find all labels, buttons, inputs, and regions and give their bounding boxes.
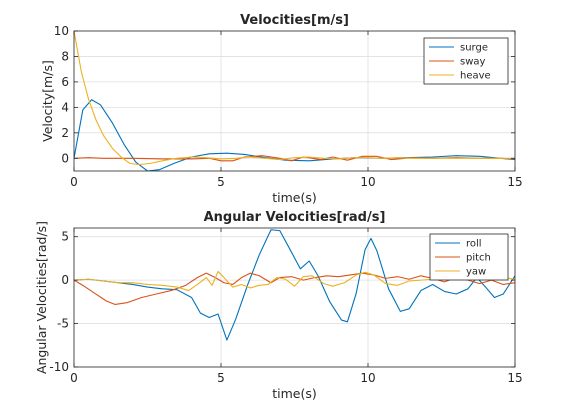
y-tick-label: 5	[61, 230, 69, 244]
y-tick-label: 0	[61, 273, 69, 287]
x-tick-label: 10	[360, 371, 375, 385]
legend-label-surge: surge	[460, 43, 488, 54]
chart-title: Velocities[m/s]	[240, 13, 349, 28]
y-tick-label: 10	[54, 24, 69, 38]
y-tick-label: 4	[61, 100, 69, 114]
series-line-surge	[74, 99, 515, 171]
axes-frame	[73, 227, 516, 368]
x-tick-label: 5	[217, 371, 225, 385]
y-tick-label: 8	[61, 49, 69, 63]
axes-frame	[73, 30, 516, 172]
chart-title: Angular Velocities[rad/s]	[204, 210, 386, 225]
y-axis-label: Velocity[m/s]	[40, 60, 55, 142]
legend-label-roll: roll	[466, 239, 482, 250]
legend-label-yaw: yaw	[466, 267, 486, 278]
legend-label-pitch: pitch	[466, 253, 491, 264]
x-tick-label: 10	[360, 175, 375, 189]
x-tick-label: 5	[217, 175, 225, 189]
legend: surge sway heave	[423, 37, 509, 85]
y-tick-label: 0	[61, 151, 69, 165]
y-tick-label: 2	[61, 126, 69, 140]
x-tick-label: 0	[70, 371, 78, 385]
x-tick-label: 0	[70, 175, 78, 189]
y-axis-label: Angular Velocities[rad/s]	[34, 221, 49, 374]
legend-label-sway: sway	[460, 57, 486, 68]
y-tick-label: -5	[57, 317, 69, 331]
x-tick-label: 15	[507, 175, 522, 189]
x-axis-label: time(s)	[272, 190, 317, 205]
y-tick-label: -10	[49, 360, 69, 374]
legend-label-heave: heave	[460, 71, 491, 82]
chart-panel-1: 0 5 10 15 0 2 4 6 8 10 Velocities[m/s] time(s) Veloc…	[40, 13, 523, 205]
y-tick-label: 6	[61, 75, 69, 89]
series-line-heave	[74, 31, 515, 166]
chart-panel-2: 0 5 10 15 -10 -5 0 5 Angular Velocities[rad/s] ti…	[34, 210, 523, 401]
legend: roll pitch yaw	[429, 233, 509, 281]
x-tick-label: 15	[507, 371, 522, 385]
x-axis-label: time(s)	[272, 386, 317, 401]
